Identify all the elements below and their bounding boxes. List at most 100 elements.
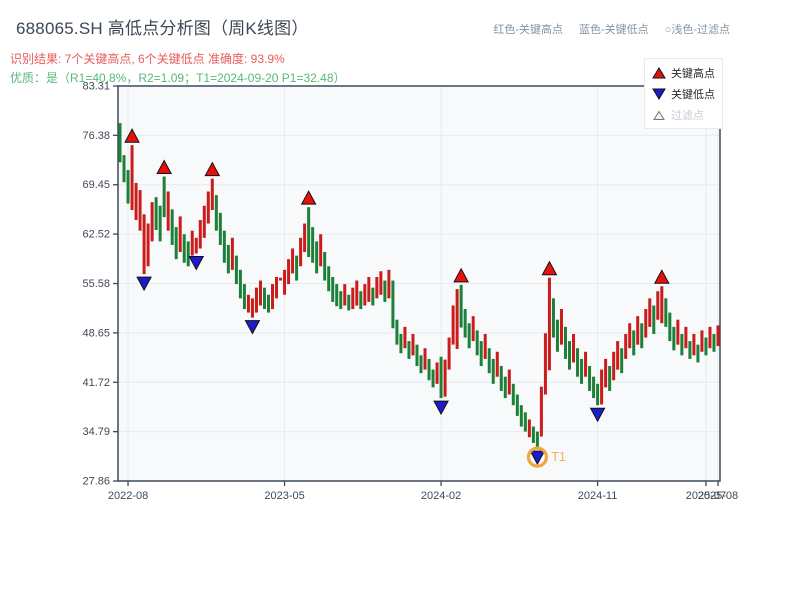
candle-bar: [419, 355, 423, 374]
candle-bar: [331, 276, 335, 302]
candle-bar: [616, 341, 620, 370]
inline-legend-low: 蓝色-关键低点: [579, 24, 649, 36]
candle-bar: [359, 291, 363, 310]
key-high-marker: [453, 267, 469, 283]
candle-bar: [246, 294, 250, 313]
candle-bar: [568, 341, 571, 370]
candle-bar: [363, 284, 367, 306]
candle-bar: [126, 170, 130, 204]
recognition-result-line: 识别结果: 7个关键高点, 6个关键低点 准确度: 93.9%: [10, 52, 285, 66]
candle-bar: [435, 362, 439, 384]
candle-bar: [612, 351, 616, 381]
candle-bar: [267, 294, 270, 313]
candle-bar: [547, 277, 551, 371]
candle-bar: [467, 323, 471, 349]
candle-bar: [234, 255, 238, 285]
candle-bar: [174, 227, 178, 260]
candle-bar: [367, 276, 371, 302]
candle-bar: [343, 284, 347, 306]
candle-bar: [644, 309, 648, 338]
candle-bar: [527, 419, 531, 438]
candle-bar: [230, 237, 234, 270]
candle-bar: [122, 155, 126, 183]
candle-bar: [395, 319, 399, 345]
candle-bar: [146, 223, 150, 267]
x-tick-label: 2024-02: [421, 490, 461, 502]
candle-bar: [327, 266, 331, 292]
candle-bar: [355, 280, 359, 306]
candle-bar: [451, 305, 455, 345]
key-high-marker: [300, 190, 317, 205]
candle-bar: [242, 284, 246, 310]
candle-bar: [182, 234, 186, 263]
y-tick-label: 27.86: [82, 476, 110, 488]
candle-bar: [162, 176, 166, 218]
candle-bar: [640, 323, 644, 349]
y-tick-label: 48.65: [82, 327, 110, 339]
candle-bar: [303, 223, 307, 253]
key-high-marker: [204, 161, 221, 177]
candle-bar: [712, 333, 716, 352]
candle-bar: [311, 227, 315, 263]
candle-bar: [523, 412, 527, 432]
candle-bar: [206, 191, 210, 224]
candle-bar: [226, 244, 230, 274]
candle-bar: [319, 234, 323, 267]
candle-bar: [479, 341, 483, 367]
candle-bar: [150, 202, 154, 242]
candle-bar: [439, 356, 443, 399]
candle-bar: [487, 348, 491, 374]
candle-bar: [652, 305, 656, 334]
candle-bar: [584, 351, 588, 377]
y-tick-label: 41.72: [82, 377, 110, 389]
candle-bar: [656, 291, 660, 320]
x-tick-label: 2025-08: [698, 490, 738, 502]
candle-bar: [588, 366, 592, 391]
key-low-marker: [188, 255, 205, 271]
inline-legend-high: 红色-关键高点: [493, 24, 564, 36]
candle-bar: [427, 358, 431, 381]
candle-bar: [592, 376, 596, 399]
candle-bar: [535, 431, 539, 449]
candle-bar: [660, 286, 664, 324]
candle-bar: [543, 333, 547, 395]
candle-bar: [154, 197, 158, 230]
key-high-marker: [541, 260, 558, 276]
legend-item-label: 关键低点: [671, 88, 715, 101]
y-tick-label: 69.45: [82, 179, 110, 191]
filtered-point-triangle-icon: [653, 110, 665, 120]
candle-bar: [455, 289, 459, 349]
candle-bar: [190, 230, 194, 256]
page-title: 688065.SH 高低点分析图（周K线图）: [16, 19, 309, 38]
candle-bar: [596, 383, 600, 406]
legend-item-filtered: 过滤点: [652, 104, 722, 125]
candle-bar: [503, 376, 507, 399]
candle-bar: [118, 123, 122, 163]
candle-bar: [495, 351, 499, 377]
candle-bar: [519, 405, 523, 427]
candle-bar: [254, 287, 258, 313]
candle-bar: [580, 358, 584, 384]
candle-bar: [134, 182, 138, 220]
candle-bar: [676, 319, 680, 345]
key-high-marker: [653, 269, 670, 284]
candle-bar: [178, 216, 182, 253]
x-tick-label: 2025-07: [686, 490, 726, 502]
t1-label: T1: [551, 450, 566, 464]
key-low-marker: [529, 450, 546, 466]
candle-bar: [628, 323, 632, 349]
candle-bar: [511, 383, 515, 406]
candle-bar: [351, 287, 355, 310]
candle-bar: [559, 309, 563, 345]
key-low-marker: [136, 276, 152, 292]
candle-bar: [339, 291, 343, 310]
candle-bar: [555, 319, 559, 352]
candle-bar: [624, 333, 628, 359]
candle-bar: [576, 348, 580, 377]
candle-bar: [262, 287, 266, 310]
candle-bar: [563, 326, 567, 359]
candle-bar: [664, 298, 668, 327]
candle-bar: [551, 298, 555, 338]
